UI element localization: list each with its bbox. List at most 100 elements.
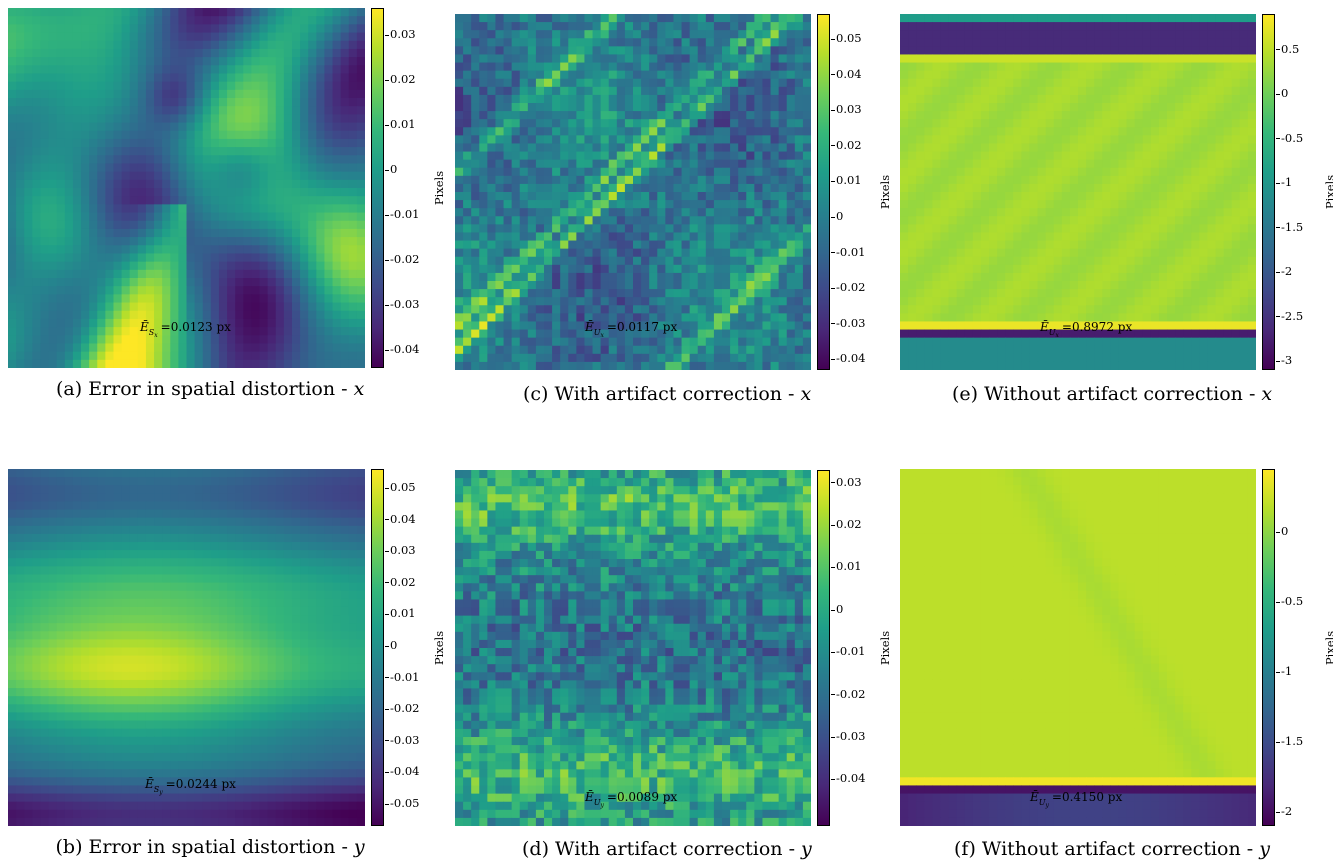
heatmap-cell — [316, 114, 326, 124]
heatmap-cell — [487, 216, 497, 225]
heatmap-cell — [308, 286, 317, 295]
heatmap-cell — [1134, 127, 1144, 136]
heatmap-cell — [608, 248, 618, 258]
heatmap-cell — [956, 22, 966, 31]
heatmap-cell — [455, 256, 464, 266]
heatmap-cell — [1126, 183, 1136, 193]
heatmap-cell — [471, 321, 480, 331]
heatmap-cell — [48, 24, 58, 34]
heatmap-cell — [32, 155, 42, 165]
heatmap-cell — [1037, 14, 1047, 23]
heatmap-cell — [1118, 38, 1128, 47]
heatmap-cell — [754, 321, 764, 331]
heatmap-cell — [1094, 30, 1103, 39]
heatmap-cell — [964, 62, 974, 72]
heatmap-cell — [964, 38, 974, 47]
heatmap-cell — [356, 16, 365, 25]
heatmap-cell — [1167, 78, 1176, 88]
heatmap-cell — [48, 98, 58, 107]
heatmap-cell — [1183, 111, 1192, 120]
heatmap-cell — [56, 106, 66, 115]
heatmap-cell — [697, 192, 707, 201]
heatmap-cell — [527, 313, 537, 323]
heatmap-cell — [251, 327, 261, 336]
heatmap-cell — [665, 200, 675, 209]
heatmap-cell — [916, 30, 925, 39]
heatmap-cell — [1005, 167, 1014, 177]
heatmap-cell — [1037, 135, 1047, 145]
heatmap-cell — [1175, 200, 1184, 209]
heatmap-cell — [275, 351, 285, 361]
heatmap-cell — [584, 70, 594, 80]
heatmap-cell — [722, 119, 731, 128]
heatmap-cell — [633, 159, 642, 169]
heatmap-cell — [48, 188, 58, 197]
heatmap-cell — [243, 16, 253, 25]
heatmap-cell — [1183, 183, 1192, 193]
heatmap-cell — [154, 122, 163, 132]
heatmap-cell — [527, 111, 537, 120]
heatmap-cell — [194, 98, 204, 107]
heatmap-cell — [463, 30, 472, 39]
heatmap-cell — [1231, 200, 1241, 209]
heatmap-cell — [463, 216, 472, 225]
heatmap-cell — [64, 40, 74, 50]
heatmap-cell — [72, 106, 82, 115]
heatmap-cell — [479, 111, 488, 120]
heatmap-cell — [40, 179, 50, 189]
heatmap-cell — [673, 94, 683, 104]
heatmap-cell — [633, 200, 642, 209]
heatmap-cell — [713, 264, 723, 274]
heatmap-cell — [479, 62, 488, 72]
heatmap-cell — [40, 106, 50, 115]
heatmap-cell — [267, 286, 277, 295]
heatmap-cell — [1191, 103, 1200, 112]
heatmap-cell — [778, 297, 788, 306]
heatmap-cell — [1142, 159, 1152, 169]
heatmap-cell — [681, 183, 691, 193]
heatmap-cell — [56, 237, 66, 246]
heatmap-cell — [259, 228, 269, 238]
heatmap-cell — [170, 16, 179, 25]
heatmap-cell — [1013, 94, 1022, 104]
heatmap-cell — [900, 119, 909, 128]
heatmap-cell — [1207, 46, 1217, 56]
heatmap-cell — [584, 345, 594, 355]
heatmap-cell — [1110, 62, 1120, 72]
heatmap-cell — [48, 16, 58, 25]
heatmap-cell — [316, 261, 326, 271]
heatmap-cell — [455, 86, 464, 96]
heatmap-cell — [455, 135, 464, 145]
heatmap-cell — [48, 204, 58, 214]
heatmap-cell — [16, 245, 25, 255]
heatmap-cell — [129, 163, 139, 173]
heatmap-cell — [754, 62, 764, 72]
heatmap-cell — [243, 171, 253, 181]
heatmap-cell — [113, 8, 123, 17]
heatmap-cell — [89, 269, 98, 279]
heatmap-cell — [1239, 30, 1249, 39]
heatmap-cell — [608, 78, 618, 88]
heatmap-cell — [105, 204, 115, 214]
heatmap-cell — [608, 14, 618, 23]
heatmap-cell — [487, 151, 497, 161]
heatmap-cell — [455, 200, 464, 209]
heatmap-cell — [633, 143, 642, 153]
heatmap-cell — [1167, 22, 1176, 31]
heatmap-cell — [463, 167, 472, 177]
heatmap-cell — [916, 46, 925, 56]
heatmap-cell — [697, 78, 707, 88]
heatmap-cell — [316, 294, 326, 304]
heatmap-cell — [730, 248, 739, 258]
heatmap-cell — [332, 32, 342, 42]
heatmap-cell — [778, 216, 788, 225]
heatmap-cell — [535, 103, 545, 112]
heatmap-cell — [81, 138, 90, 148]
heatmap-cell — [89, 228, 98, 238]
heatmap-cell — [673, 216, 683, 225]
heatmap-cell — [616, 232, 626, 242]
heatmap-cell — [81, 204, 90, 214]
heatmap-cell — [1142, 192, 1152, 201]
heatmap-cell — [794, 248, 804, 258]
heatmap-cell — [989, 119, 998, 128]
